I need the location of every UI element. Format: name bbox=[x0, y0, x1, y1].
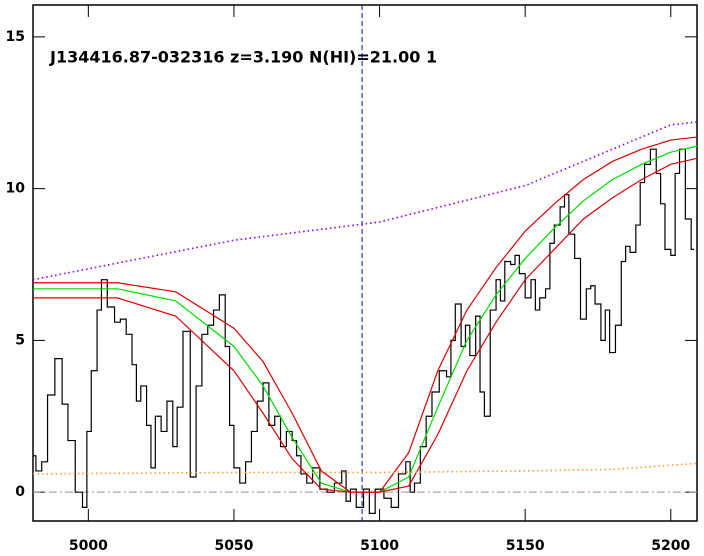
x-tick-label: 5150 bbox=[506, 538, 545, 554]
x-tick-label: 5050 bbox=[214, 538, 253, 554]
x-tick-label: 5000 bbox=[69, 538, 108, 554]
plot-frame bbox=[32, 4, 698, 522]
chart-annotation: J134416.87-032316 z=3.190 N(HI)=21.00 1 bbox=[49, 48, 437, 67]
y-tick-label: 15 bbox=[6, 29, 25, 45]
series-line bbox=[32, 121, 698, 281]
y-tick-label: 5 bbox=[15, 332, 25, 348]
series-line bbox=[33, 148, 695, 515]
x-tick-label: 5100 bbox=[360, 538, 399, 554]
series-line bbox=[33, 157, 698, 493]
x-tick-label: 5200 bbox=[651, 538, 690, 554]
y-tick-label: 0 bbox=[15, 484, 25, 500]
y-tick-label: 10 bbox=[6, 181, 26, 197]
series-line bbox=[33, 136, 698, 493]
series-line bbox=[32, 462, 698, 475]
series-line bbox=[33, 145, 698, 493]
